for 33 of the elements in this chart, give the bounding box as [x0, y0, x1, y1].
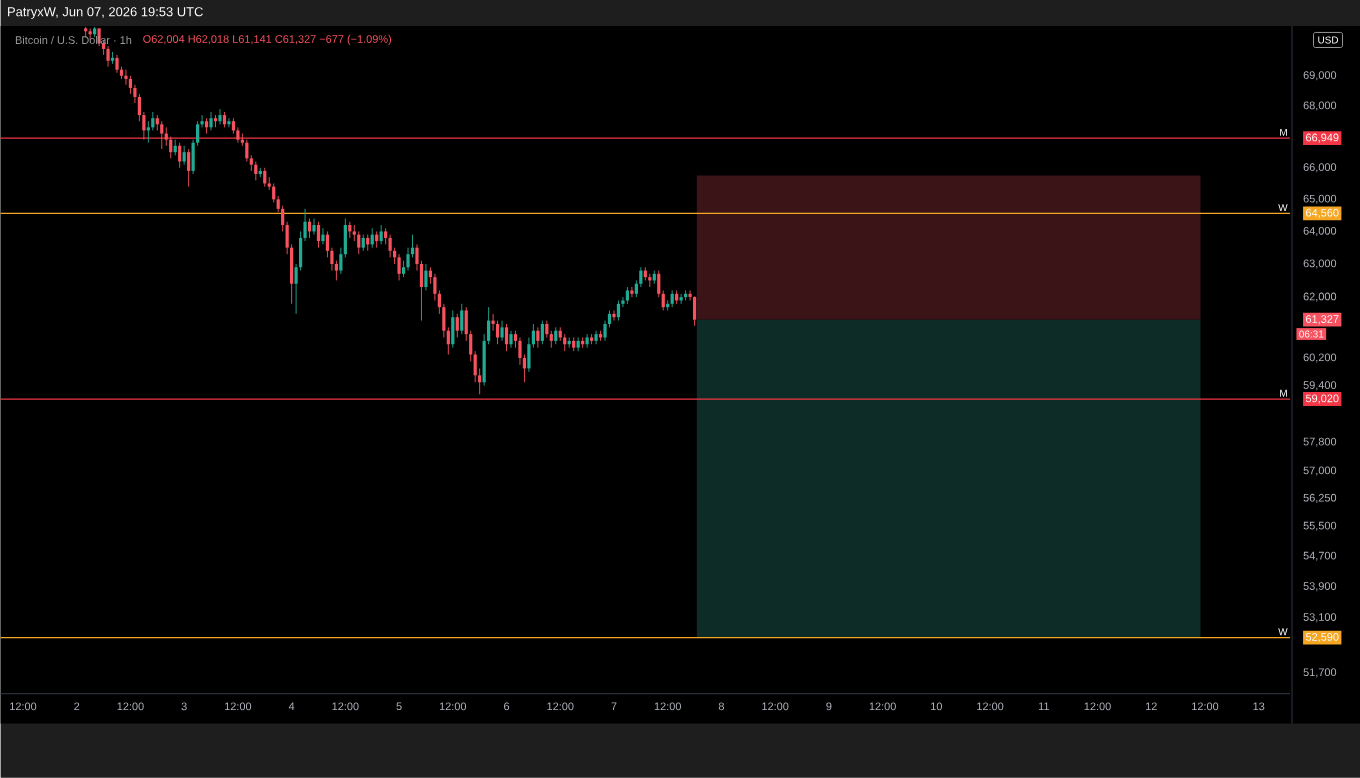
candlestick: [263, 167, 267, 188]
candlestick: [160, 120, 164, 150]
candlestick: [504, 323, 509, 352]
candlestick: [500, 320, 504, 342]
candlestick: [146, 120, 150, 144]
candlestick: [509, 330, 513, 349]
candlestick: [540, 320, 544, 345]
candlestick: [321, 227, 325, 246]
candlestick: [124, 69, 128, 86]
candlestick: [585, 333, 589, 349]
candlestick: [128, 75, 133, 95]
candlestick: [312, 218, 316, 236]
candlestick: [254, 161, 258, 181]
candlestick: [612, 310, 616, 322]
candlestick: [451, 310, 455, 349]
candlestick: [209, 111, 213, 132]
candlestick: [455, 313, 459, 339]
candlestick: [218, 108, 222, 125]
candlestick: [187, 148, 191, 188]
candlestick: [536, 327, 540, 349]
candlestick: [594, 330, 598, 345]
candlestick: [460, 303, 464, 335]
candlestick: [106, 45, 110, 68]
candlestick: [379, 224, 383, 246]
candlestick: [357, 231, 361, 255]
candlestick: [316, 221, 321, 249]
candlestick: [616, 300, 621, 322]
candlestick: [397, 253, 401, 282]
candlestick: [182, 145, 186, 166]
candlestick: [692, 296, 697, 327]
candlestick: [424, 263, 428, 292]
candlestick: [388, 234, 392, 258]
candlestick: [630, 286, 634, 298]
